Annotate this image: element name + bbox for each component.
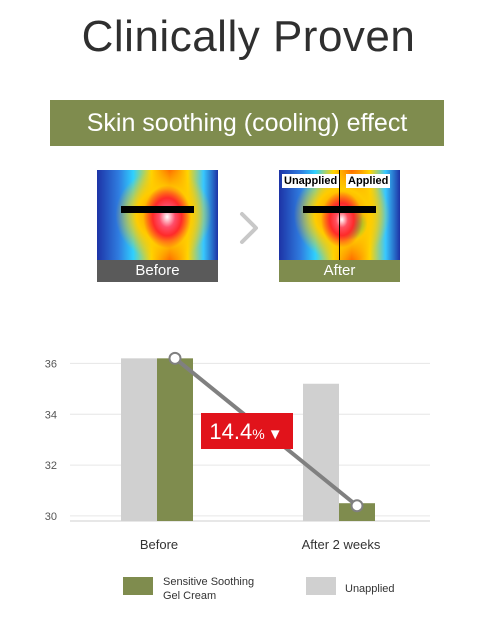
eye-censor-bar xyxy=(303,206,376,213)
after-thermal-image: Unapplied Applied After xyxy=(279,170,400,282)
legend-label-line: Unapplied xyxy=(345,583,395,595)
after-caption: After xyxy=(279,260,400,282)
split-line xyxy=(339,170,340,260)
eye-censor-bar xyxy=(121,206,194,213)
chevron-right-icon xyxy=(240,212,258,244)
y-tick-label: 32 xyxy=(45,460,57,472)
bar-unapplied xyxy=(303,383,339,521)
page-title: Clinically Proven xyxy=(81,12,416,61)
legend-label-line: Gel Cream xyxy=(163,590,217,602)
reduction-badge xyxy=(201,413,293,449)
before-caption: Before xyxy=(97,260,218,282)
unapplied-tag: Unapplied xyxy=(282,174,340,188)
y-tick-label: 30 xyxy=(45,511,57,523)
before-thermal-image: Before xyxy=(97,170,218,282)
legend-label: Unapplied xyxy=(345,582,395,596)
trend-point xyxy=(350,499,364,513)
bar-gel-cream xyxy=(157,358,193,521)
legend-swatch xyxy=(306,577,336,595)
x-tick-label: After 2 weeks xyxy=(302,537,381,552)
legend-label: Sensitive Soothing Gel Cream xyxy=(163,575,254,603)
section-title-banner: Skin soothing (cooling) effect xyxy=(50,100,444,146)
trend-point xyxy=(168,351,182,365)
legend-swatch xyxy=(123,577,153,595)
reduction-label: 14.4% ▼ xyxy=(209,419,282,444)
applied-tag: Applied xyxy=(346,174,391,188)
bar-unapplied xyxy=(121,358,157,521)
y-tick-label: 34 xyxy=(45,409,57,421)
y-tick-label: 36 xyxy=(45,358,57,370)
legend-label-line: Sensitive Soothing xyxy=(163,576,255,588)
x-tick-label: Before xyxy=(140,537,178,552)
thermal-face-before xyxy=(97,170,218,260)
